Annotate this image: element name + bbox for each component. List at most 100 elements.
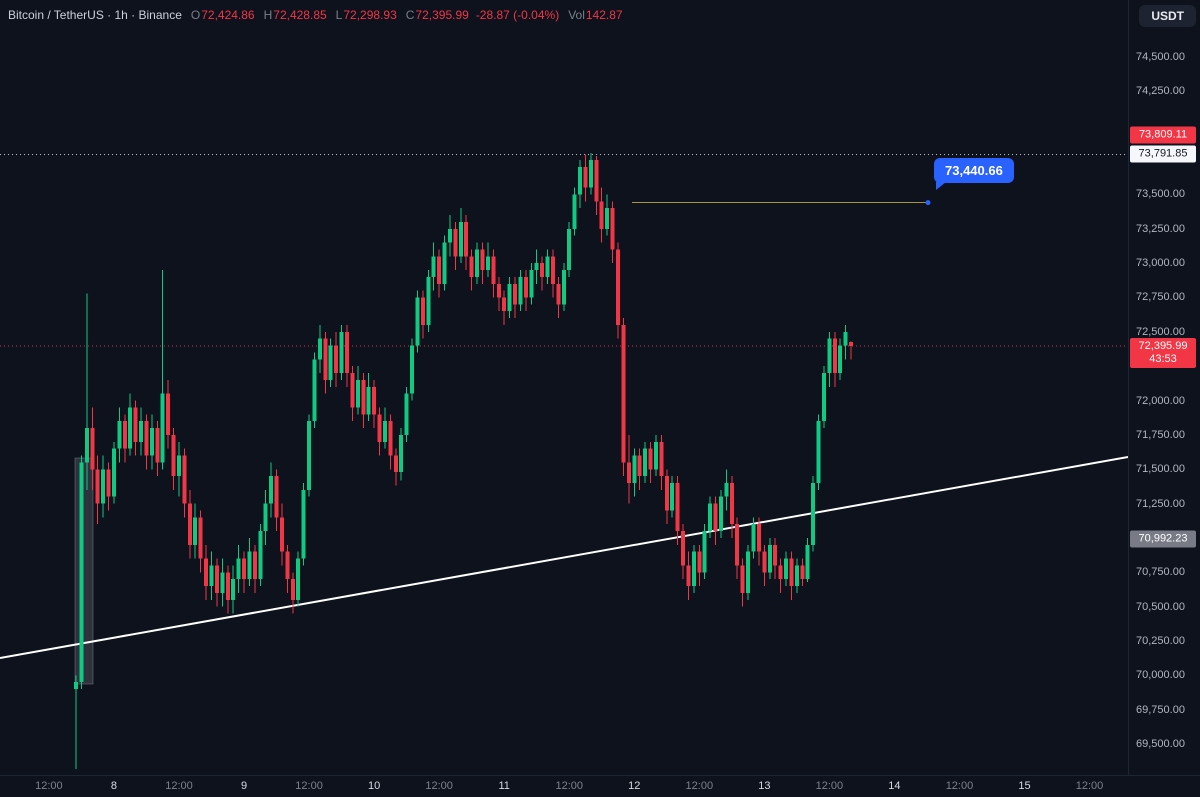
time-tick: 10 <box>367 780 381 792</box>
candle-body <box>231 579 236 600</box>
price-callout[interactable]: 73,440.66 <box>934 158 1014 190</box>
candle-body <box>653 441 658 470</box>
candle-body <box>312 359 317 422</box>
price-tick: 73,000.00 <box>1136 257 1185 270</box>
price-tick: 72,750.00 <box>1136 291 1185 304</box>
candle-body <box>827 338 832 374</box>
candle-body <box>616 249 620 325</box>
candle-body <box>366 386 371 415</box>
low-label: L <box>335 8 343 22</box>
candle-body <box>399 434 404 473</box>
time-axis[interactable]: 12:00 8 12:00 9 12:00 10 12:00 11 12:00 12 12:00 13… <box>0 775 1200 797</box>
time-tick: 13 <box>758 780 771 792</box>
candle-body <box>79 462 84 683</box>
price-tick: 70,500.00 <box>1136 600 1185 613</box>
candle-body <box>204 558 209 587</box>
candle-body <box>209 565 214 587</box>
symbol-legend[interactable]: Bitcoin / TetherUS · 1h · Binance O 72,4… <box>8 7 623 23</box>
price-tick: 69,750.00 <box>1136 703 1185 716</box>
candle-body <box>193 517 198 545</box>
candle-body <box>718 496 723 532</box>
currency-toggle-button[interactable]: USDT <box>1139 5 1196 27</box>
candle-body <box>431 256 436 277</box>
low-value: 72,298.93 <box>343 8 397 22</box>
candle-body <box>345 331 349 374</box>
candle-body <box>746 551 751 593</box>
candle-body <box>469 256 474 277</box>
ray-anchor-point[interactable] <box>925 200 931 206</box>
trendline-drawing[interactable] <box>0 456 1128 659</box>
candle-body <box>252 551 257 580</box>
candle-body <box>334 345 339 374</box>
candle-body <box>811 483 816 545</box>
candle-body <box>729 483 734 525</box>
candle-body <box>447 228 452 243</box>
time-tick: 12:00 <box>685 780 714 792</box>
candle-body <box>160 393 165 463</box>
time-tick: 12:00 <box>165 780 193 792</box>
candle-body <box>377 414 382 442</box>
candle-body <box>225 572 230 600</box>
candle-body <box>821 373 826 422</box>
candle-body <box>220 572 225 593</box>
candle-body <box>632 455 637 484</box>
candle-body <box>415 297 420 346</box>
alert-price-badge: 73,809.11 <box>1130 126 1196 144</box>
candle-body <box>643 448 648 477</box>
candle-body <box>263 503 268 532</box>
candle-body <box>534 263 539 271</box>
candle-body <box>458 221 463 257</box>
candle-body <box>502 297 507 312</box>
candle-body <box>464 221 469 257</box>
time-tick: 15 <box>1018 780 1031 792</box>
candle-body <box>269 476 274 504</box>
high-value: 72,428.85 <box>273 8 327 22</box>
candle-body <box>545 256 550 277</box>
candle-body <box>610 208 615 250</box>
candle-body <box>480 249 485 271</box>
candle-body <box>708 503 713 532</box>
candle-body <box>166 393 171 435</box>
candle-body <box>648 448 653 470</box>
candle-body <box>583 166 588 188</box>
candle-body <box>426 276 431 325</box>
chart-canvas[interactable]: 73,440.66 Bitcoin / TetherUS · 1h · Bina… <box>0 0 1128 775</box>
candle-body <box>838 345 843 374</box>
open-label: O <box>190 8 201 22</box>
close-label: C <box>405 8 415 22</box>
time-tick: 12:00 <box>295 780 323 792</box>
candle-body <box>133 407 138 442</box>
price-chart-svg <box>0 153 1128 769</box>
candle-body <box>670 483 675 511</box>
candle-body <box>637 455 642 477</box>
symbol-title[interactable]: Bitcoin / TetherUS · 1h · Binance <box>8 8 182 22</box>
candle-body <box>659 441 664 477</box>
time-tick: 12:00 <box>815 780 844 792</box>
price-tick: 70,000.00 <box>1136 669 1185 682</box>
time-tick: 11 <box>498 780 510 792</box>
candle-body <box>404 393 409 435</box>
time-tick: 12:00 <box>555 780 583 792</box>
candle-body <box>198 517 203 559</box>
candle-body <box>420 297 425 325</box>
candle-body <box>410 345 415 394</box>
callout-price-text: 73,440.66 <box>945 163 1003 178</box>
candle-body <box>106 469 111 497</box>
candle-body <box>475 249 480 277</box>
price-axis[interactable]: 74,500.00 74,250.00 73,500.00 73,250.00 73,0… <box>1128 0 1200 775</box>
candle-body <box>111 448 116 497</box>
candle-body <box>214 565 219 593</box>
candle-body <box>144 421 149 456</box>
candle-body <box>155 428 160 463</box>
candle-body <box>242 558 247 580</box>
open-value: 72,424.86 <box>201 8 255 22</box>
candle-body <box>778 565 783 580</box>
candle-body <box>149 428 154 456</box>
bar-highlight-box <box>74 457 94 685</box>
candle-body <box>437 256 442 284</box>
time-tick: 9 <box>240 780 248 792</box>
candle-body <box>350 373 355 408</box>
candle-body <box>686 565 691 587</box>
time-tick: 12:00 <box>945 780 974 792</box>
price-tick: 73,250.00 <box>1136 222 1185 235</box>
